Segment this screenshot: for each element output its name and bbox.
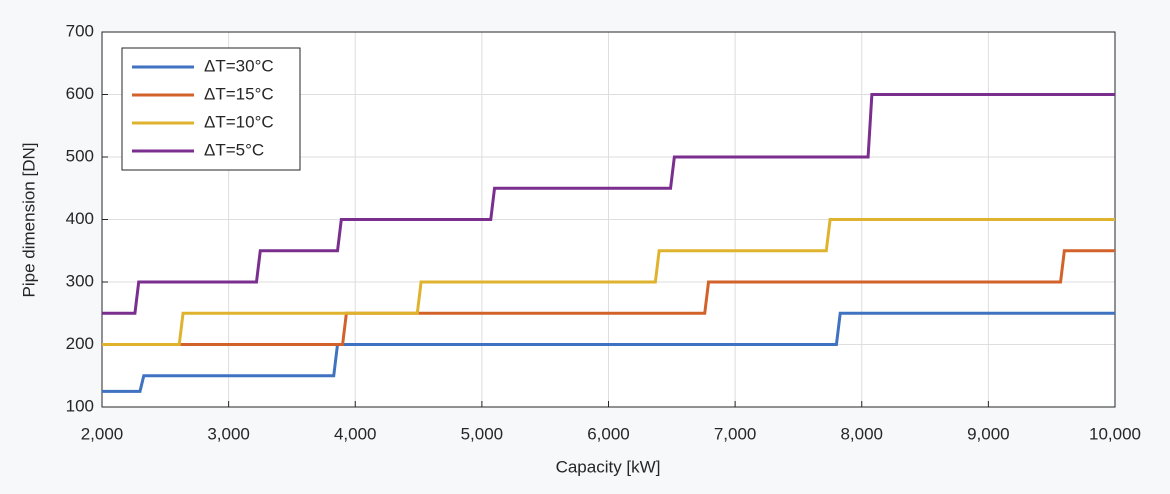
legend-label: ΔT=5°C: [204, 140, 264, 159]
x-tick-label: 9,000: [967, 424, 1010, 443]
x-tick-label: 6,000: [587, 424, 630, 443]
series-line: [102, 249, 1115, 346]
x-tick-label: 3,000: [207, 424, 250, 443]
legend-label: ΔT=10°C: [204, 112, 274, 131]
series-line: [102, 93, 1115, 315]
y-tick-label: 600: [66, 84, 94, 103]
y-tick-label: 500: [66, 146, 94, 165]
x-axis-label: Capacity [kW]: [556, 457, 661, 476]
y-tick-label: 300: [66, 271, 94, 290]
legend-label: ΔT=15°C: [204, 84, 274, 103]
x-tick-label: 10,000: [1089, 424, 1141, 443]
x-tick-label: 4,000: [334, 424, 377, 443]
y-axis-label: Pipe dimension [DN]: [19, 143, 38, 298]
y-tick-label: 400: [66, 209, 94, 228]
x-tick-label: 7,000: [714, 424, 757, 443]
series-line: [102, 311, 1115, 393]
x-tick-label: 5,000: [461, 424, 504, 443]
x-tick-label: 2,000: [81, 424, 124, 443]
legend-label: ΔT=30°C: [204, 56, 274, 75]
y-tick-label: 700: [66, 21, 94, 40]
series-line: [102, 218, 1115, 346]
y-tick-label: 200: [66, 334, 94, 353]
y-tick-label: 100: [66, 396, 94, 415]
x-tick-label: 8,000: [840, 424, 883, 443]
